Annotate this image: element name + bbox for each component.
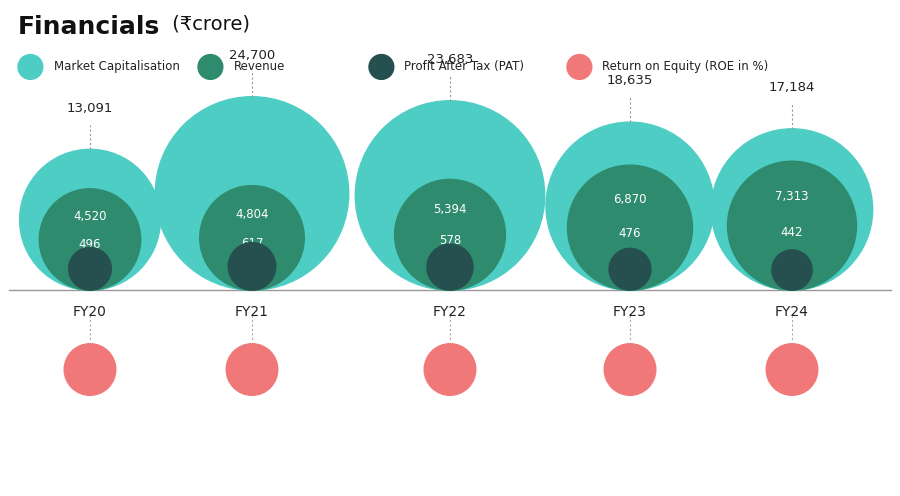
- Text: 5,394: 5,394: [433, 203, 467, 216]
- Ellipse shape: [20, 149, 160, 290]
- Text: FY23: FY23: [613, 305, 647, 319]
- Text: FY24: FY24: [775, 305, 809, 319]
- Text: 13,091: 13,091: [67, 102, 113, 115]
- Text: 22.39: 22.39: [430, 363, 470, 376]
- Ellipse shape: [369, 55, 394, 79]
- Ellipse shape: [772, 250, 812, 290]
- Text: 578: 578: [439, 234, 461, 247]
- Text: FY21: FY21: [235, 305, 269, 319]
- Ellipse shape: [394, 180, 506, 290]
- Text: Profit After Tax (PAT): Profit After Tax (PAT): [404, 61, 525, 73]
- Text: Market Capitalisation: Market Capitalisation: [53, 61, 179, 73]
- Ellipse shape: [711, 129, 873, 290]
- Text: FY22: FY22: [433, 305, 467, 319]
- Text: 496: 496: [79, 238, 101, 251]
- Ellipse shape: [18, 55, 43, 79]
- Text: 617: 617: [241, 237, 263, 249]
- Ellipse shape: [546, 122, 714, 290]
- Ellipse shape: [567, 55, 592, 79]
- Ellipse shape: [226, 344, 278, 395]
- Ellipse shape: [40, 189, 140, 290]
- Text: 13.48: 13.48: [772, 363, 812, 376]
- Ellipse shape: [727, 161, 857, 290]
- Text: 4,520: 4,520: [73, 210, 107, 223]
- Text: Revenue: Revenue: [233, 61, 285, 73]
- Text: 24,700: 24,700: [229, 49, 275, 62]
- Ellipse shape: [424, 344, 476, 395]
- Text: 15.02: 15.02: [610, 363, 650, 376]
- Text: 476: 476: [619, 227, 641, 241]
- Ellipse shape: [604, 344, 656, 395]
- Text: 4,804: 4,804: [235, 208, 269, 221]
- Text: 17,184: 17,184: [769, 81, 815, 94]
- Ellipse shape: [64, 344, 116, 395]
- Ellipse shape: [156, 97, 348, 290]
- Text: 7,313: 7,313: [775, 190, 809, 203]
- Text: 36.29: 36.29: [232, 363, 272, 376]
- Text: Return on Equity (ROE in %): Return on Equity (ROE in %): [602, 61, 769, 73]
- Text: 23,683: 23,683: [427, 53, 473, 66]
- Text: Financials: Financials: [18, 15, 160, 39]
- Text: (₹crore): (₹crore): [166, 15, 250, 34]
- Ellipse shape: [200, 186, 304, 290]
- Text: 18,635: 18,635: [607, 74, 653, 87]
- Ellipse shape: [198, 55, 223, 79]
- Ellipse shape: [68, 248, 112, 290]
- Text: 38.69: 38.69: [70, 363, 110, 376]
- Ellipse shape: [568, 165, 692, 290]
- Text: FY20: FY20: [73, 305, 107, 319]
- Ellipse shape: [356, 101, 544, 290]
- Text: 442: 442: [781, 226, 803, 239]
- Ellipse shape: [609, 248, 651, 290]
- Ellipse shape: [427, 244, 473, 290]
- Ellipse shape: [766, 344, 818, 395]
- Text: 6,870: 6,870: [613, 193, 647, 206]
- Ellipse shape: [229, 243, 275, 290]
